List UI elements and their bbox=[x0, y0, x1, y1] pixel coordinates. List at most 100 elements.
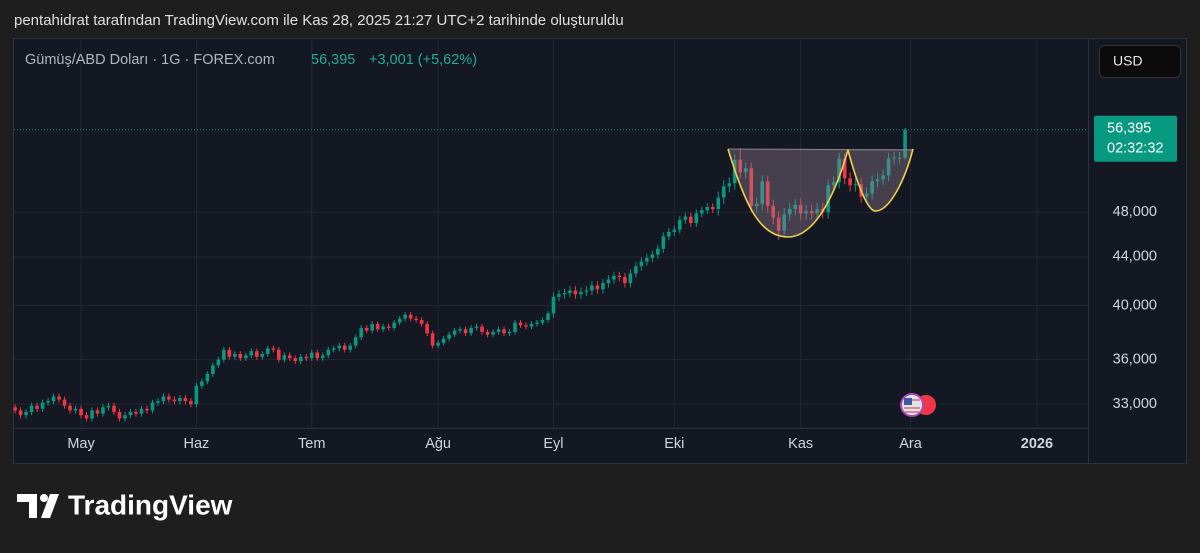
candle-body bbox=[293, 358, 298, 362]
candle-body bbox=[678, 219, 682, 230]
last-price-box bbox=[1094, 115, 1177, 162]
candle-body bbox=[35, 405, 39, 409]
y-tick-label: 40,000 bbox=[1113, 297, 1157, 313]
candle-body bbox=[809, 211, 814, 214]
candle-body bbox=[51, 396, 56, 402]
candle-body bbox=[425, 323, 429, 334]
candle-body bbox=[529, 323, 534, 327]
candle-body bbox=[150, 402, 155, 411]
candle-body bbox=[348, 345, 353, 350]
candle-body bbox=[727, 183, 732, 187]
candle-body bbox=[590, 285, 594, 291]
candle-body bbox=[315, 352, 320, 359]
candle-body bbox=[716, 197, 721, 210]
candle-body bbox=[705, 206, 710, 211]
candle-body bbox=[650, 254, 655, 259]
candle-body bbox=[793, 204, 797, 210]
candle-body bbox=[881, 175, 885, 180]
candle-body bbox=[370, 323, 374, 331]
brand-logo bbox=[17, 494, 59, 518]
pattern-rim bbox=[727, 148, 914, 151]
candle-body bbox=[320, 355, 325, 359]
last-price-label: 56,395 bbox=[1107, 121, 1151, 137]
candle-body bbox=[161, 396, 166, 402]
candle-body bbox=[853, 184, 858, 186]
candle-body bbox=[419, 319, 424, 324]
candle-body bbox=[287, 355, 292, 359]
candle-body bbox=[870, 181, 874, 194]
candle-body bbox=[29, 405, 34, 412]
candle-body bbox=[62, 399, 67, 406]
candle-body bbox=[106, 405, 111, 408]
candle-body bbox=[826, 185, 830, 213]
candle-body bbox=[441, 338, 446, 343]
candle-body bbox=[562, 293, 567, 295]
candle-body bbox=[359, 327, 363, 338]
candle-body bbox=[897, 157, 902, 159]
candle-body bbox=[782, 214, 787, 231]
candle-body bbox=[194, 385, 199, 405]
candle-body bbox=[123, 415, 127, 419]
candle-body bbox=[447, 334, 451, 339]
candle-body bbox=[738, 159, 743, 173]
candle-body bbox=[557, 294, 561, 297]
candle-body bbox=[128, 411, 133, 416]
candle-body bbox=[216, 359, 221, 366]
candle-body bbox=[95, 410, 100, 414]
candle-body bbox=[84, 415, 89, 419]
candle-body bbox=[304, 356, 309, 359]
candle-body bbox=[612, 275, 616, 280]
candle-body bbox=[672, 229, 677, 232]
candle-body bbox=[573, 290, 578, 295]
candle-body bbox=[623, 277, 627, 284]
candle-body bbox=[244, 355, 248, 359]
candle-body bbox=[601, 283, 605, 290]
candle-body bbox=[260, 353, 265, 357]
candle-body bbox=[645, 258, 649, 262]
candle-body bbox=[776, 217, 781, 231]
candle-body bbox=[842, 158, 847, 179]
cup-curve bbox=[727, 148, 849, 238]
candle-body bbox=[227, 349, 232, 357]
candle-body bbox=[480, 326, 484, 332]
candle-body bbox=[79, 408, 83, 416]
change: +3,001 (+5,62%) bbox=[369, 52, 477, 68]
x-tick-label: 2026 bbox=[1021, 436, 1053, 452]
candle-body bbox=[337, 345, 342, 349]
candle-body bbox=[436, 342, 440, 346]
currency-button[interactable] bbox=[1099, 45, 1181, 78]
candle-body bbox=[694, 213, 699, 224]
candle-body bbox=[233, 353, 237, 357]
candle-body bbox=[381, 326, 385, 330]
plot-area bbox=[13, 40, 1088, 428]
candle-body bbox=[765, 181, 770, 206]
x-tick-label: Haz bbox=[183, 436, 209, 452]
x-tick-label: Ara bbox=[899, 436, 923, 452]
event-icon bbox=[900, 393, 938, 417]
candle-body bbox=[760, 181, 765, 204]
brand: TradingView bbox=[68, 489, 233, 520]
candle-body bbox=[886, 158, 891, 176]
candle-body bbox=[266, 348, 270, 354]
candle-body bbox=[403, 314, 407, 319]
candle-body bbox=[13, 407, 17, 411]
candle-body bbox=[595, 285, 600, 290]
candle-body bbox=[167, 396, 171, 400]
y-tick-label: 36,000 bbox=[1113, 351, 1157, 367]
candle-body bbox=[815, 209, 819, 214]
candle-body bbox=[837, 158, 841, 183]
candle-body bbox=[639, 261, 644, 267]
x-tick-label: Eyl bbox=[543, 436, 563, 452]
candle-body bbox=[535, 322, 539, 324]
candle-body bbox=[309, 352, 314, 359]
chart-panel bbox=[13, 38, 1187, 464]
candle-body bbox=[903, 129, 907, 158]
candle-body bbox=[18, 410, 23, 416]
candle-body bbox=[875, 179, 880, 182]
currency[interactable]: USD bbox=[1113, 53, 1143, 69]
candle-body bbox=[656, 248, 660, 255]
symbol: Gümüş/ABD Doları · 1G · FOREX.com bbox=[25, 52, 275, 68]
candle-body bbox=[634, 266, 638, 274]
